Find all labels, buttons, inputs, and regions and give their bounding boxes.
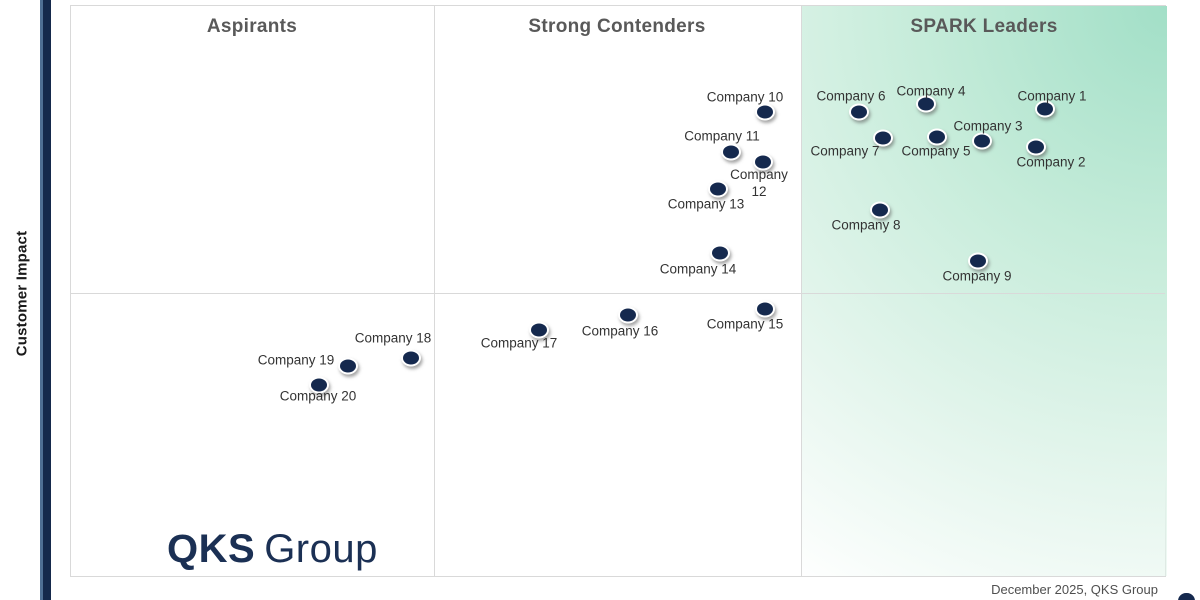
data-point-label: Company 11	[684, 128, 760, 144]
data-point-label: Company 10	[706, 89, 784, 105]
left-accent-bar	[40, 0, 51, 600]
y-axis-label: Customer Impact	[13, 230, 31, 357]
data-point-label: Company 5	[901, 143, 971, 159]
data-point[interactable]	[721, 143, 741, 161]
data-point-label: Company 15	[706, 316, 784, 332]
data-point[interactable]	[401, 349, 421, 367]
data-point-label: Company 17	[480, 335, 558, 351]
data-point-label: Company 16	[581, 323, 659, 339]
leaders-gradient-background	[801, 6, 1167, 576]
data-point[interactable]	[873, 129, 893, 147]
data-point-label: Company 2	[1016, 154, 1086, 170]
quadrant-header-spark-leaders: SPARK Leaders	[910, 16, 1058, 37]
data-point-label: Company 12	[730, 167, 788, 199]
plot-area: Aspirants Strong Contenders SPARK Leader…	[70, 5, 1167, 577]
data-point[interactable]	[708, 180, 728, 198]
data-point[interactable]	[870, 201, 890, 219]
data-point[interactable]	[916, 95, 936, 113]
data-point[interactable]	[1026, 138, 1046, 156]
logo-bold-text: QKS	[167, 527, 256, 571]
data-point[interactable]	[309, 376, 329, 394]
data-point-label: Company 20	[279, 388, 357, 404]
data-point-label: Company 3	[953, 118, 1023, 134]
column-divider-1	[434, 6, 435, 576]
data-point[interactable]	[338, 357, 358, 375]
data-point-label: Company 14	[659, 261, 737, 277]
data-point-label: Company 1	[1017, 88, 1087, 104]
data-point[interactable]	[972, 132, 992, 150]
data-point[interactable]	[753, 153, 773, 171]
row-divider	[71, 293, 1165, 294]
data-point[interactable]	[968, 252, 988, 270]
data-point[interactable]	[755, 103, 775, 121]
data-point[interactable]	[529, 321, 549, 339]
data-point[interactable]	[849, 103, 869, 121]
data-point-label: Company 7	[810, 143, 880, 159]
data-point[interactable]	[755, 300, 775, 318]
quadrant-header-strong-contenders: Strong Contenders	[528, 16, 706, 37]
data-point-label: Company 13	[667, 196, 745, 212]
data-point-label: Company 18	[354, 330, 432, 346]
data-point-label: Company 4	[896, 83, 966, 99]
data-point-label: Company 8	[831, 217, 901, 233]
data-point-label: Company 9	[942, 268, 1012, 284]
data-point-label: Company 19	[257, 352, 335, 368]
cutoff-corner-logo-glyph	[1178, 593, 1195, 600]
logo-regular-text: Group	[264, 527, 378, 571]
column-divider-2	[801, 6, 802, 576]
data-point[interactable]	[927, 128, 947, 146]
data-point[interactable]	[1035, 100, 1055, 118]
data-point-label: Company 6	[816, 88, 886, 104]
data-point[interactable]	[710, 244, 730, 262]
footer-note: December 2025, QKS Group	[991, 582, 1158, 597]
data-point[interactable]	[618, 306, 638, 324]
qks-group-logo: QKS Group	[167, 527, 378, 572]
quadrant-header-aspirants: Aspirants	[206, 16, 298, 37]
